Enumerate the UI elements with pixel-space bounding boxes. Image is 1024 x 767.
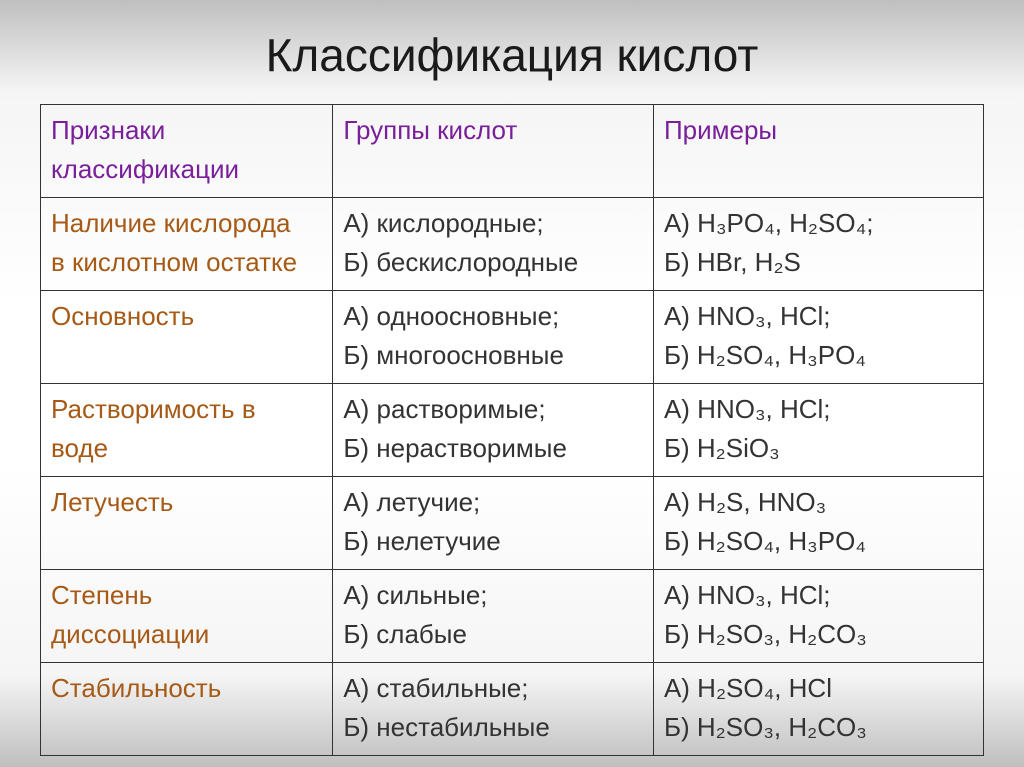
- groups-cell: А) одноосновные;Б) многоосновные: [333, 291, 654, 384]
- group-text: А) летучие;: [343, 483, 643, 522]
- example-text: А) H₃PO₄, H₂SO₄;: [664, 204, 973, 243]
- table-row: СтепеньдиссоциацииА) сильные;Б) слабыеА)…: [41, 570, 984, 663]
- table-row: Стабильность А) стабильные;Б) нестабильны…: [41, 663, 984, 756]
- group-text: Б) бескислородные: [343, 243, 643, 282]
- group-text: Б) слабые: [343, 615, 643, 654]
- criteria-cell: Летучесть: [41, 477, 333, 570]
- criteria-text: воде: [51, 429, 322, 468]
- example-text: Б) H₂SO₄, H₃PO₄: [664, 522, 973, 561]
- example-text: Б) H₂SiO₃: [664, 429, 973, 468]
- example-text: А) H₂S, HNO₃: [664, 483, 973, 522]
- example-text: А) HNO₃, HCl;: [664, 390, 973, 429]
- criteria-text: в кислотном остатке: [51, 243, 322, 282]
- criteria-text: Стабильность: [51, 669, 322, 708]
- group-text: А) растворимые;: [343, 390, 643, 429]
- header-text: Признаки классификации: [51, 111, 322, 189]
- criteria-text: Наличие кислорода: [51, 204, 322, 243]
- col-header-criteria: Признаки классификации: [41, 105, 333, 198]
- criteria-text: Растворимость в: [51, 390, 322, 429]
- example-text: А) HNO₃, HCl;: [664, 576, 973, 615]
- criteria-cell: Степеньдиссоциации: [41, 570, 333, 663]
- example-text: А) H₂SO₄, HCl: [664, 669, 973, 708]
- table-header-row: Признаки классификации Группы кислот При…: [41, 105, 984, 198]
- groups-cell: А) кислородные;Б) бескислородные: [333, 198, 654, 291]
- criteria-text: диссоциации: [51, 615, 322, 654]
- table-row: ЛетучестьА) летучие;Б) нелетучиеА) H₂S, …: [41, 477, 984, 570]
- example-text: А) HNO₃, HCl;: [664, 297, 973, 336]
- groups-cell: А) растворимые;Б) нерастворимые: [333, 384, 654, 477]
- examples-cell: А) H₃PO₄, H₂SO₄;Б) HBr, H₂S: [653, 198, 983, 291]
- criteria-text: Летучесть: [51, 483, 322, 522]
- groups-cell: А) летучие;Б) нелетучие: [333, 477, 654, 570]
- criteria-cell: Растворимость вводе: [41, 384, 333, 477]
- groups-cell: А) стабильные;Б) нестабильные: [333, 663, 654, 756]
- group-text: А) стабильные;: [343, 669, 643, 708]
- group-text: А) одноосновные;: [343, 297, 643, 336]
- group-text: Б) нелетучие: [343, 522, 643, 561]
- group-text: А) кислородные;: [343, 204, 643, 243]
- group-text: Б) нерастворимые: [343, 429, 643, 468]
- examples-cell: А) HNO₃, HCl;Б) H₂SiO₃: [653, 384, 983, 477]
- example-text: Б) HBr, H₂S: [664, 243, 973, 282]
- criteria-text: Степень: [51, 576, 322, 615]
- classification-table: Признаки классификации Группы кислот При…: [40, 104, 984, 756]
- table-row: Основность А) одноосновные;Б) многоосновн…: [41, 291, 984, 384]
- examples-cell: А) HNO₃, HCl;Б) H₂SO₄, H₃PO₄: [653, 291, 983, 384]
- example-text: Б) H₂SO₃, H₂CO₃: [664, 615, 973, 654]
- header-text: Примеры: [664, 111, 973, 150]
- examples-cell: А) H₂SO₄, HClБ) H₂SO₃, H₂CO₃: [653, 663, 983, 756]
- group-text: Б) многоосновные: [343, 336, 643, 375]
- criteria-cell: Наличие кислородав кислотном остатке: [41, 198, 333, 291]
- example-text: Б) H₂SO₄, H₃PO₄: [664, 336, 973, 375]
- examples-cell: А) HNO₃, HCl;Б) H₂SO₃, H₂CO₃: [653, 570, 983, 663]
- header-text: Группы кислот: [343, 111, 643, 150]
- table-row: Растворимость вводеА) растворимые;Б) нер…: [41, 384, 984, 477]
- group-text: Б) нестабильные: [343, 708, 643, 747]
- table-row: Наличие кислородав кислотном остаткеА) к…: [41, 198, 984, 291]
- page-title: Классификация кислот: [40, 28, 984, 82]
- criteria-text: Основность: [51, 297, 322, 336]
- criteria-cell: Стабильность: [41, 663, 333, 756]
- example-text: Б) H₂SO₃, H₂CO₃: [664, 708, 973, 747]
- groups-cell: А) сильные;Б) слабые: [333, 570, 654, 663]
- col-header-examples: Примеры: [653, 105, 983, 198]
- criteria-cell: Основность: [41, 291, 333, 384]
- examples-cell: А) H₂S, HNO₃Б) H₂SO₄, H₃PO₄: [653, 477, 983, 570]
- col-header-groups: Группы кислот: [333, 105, 654, 198]
- group-text: А) сильные;: [343, 576, 643, 615]
